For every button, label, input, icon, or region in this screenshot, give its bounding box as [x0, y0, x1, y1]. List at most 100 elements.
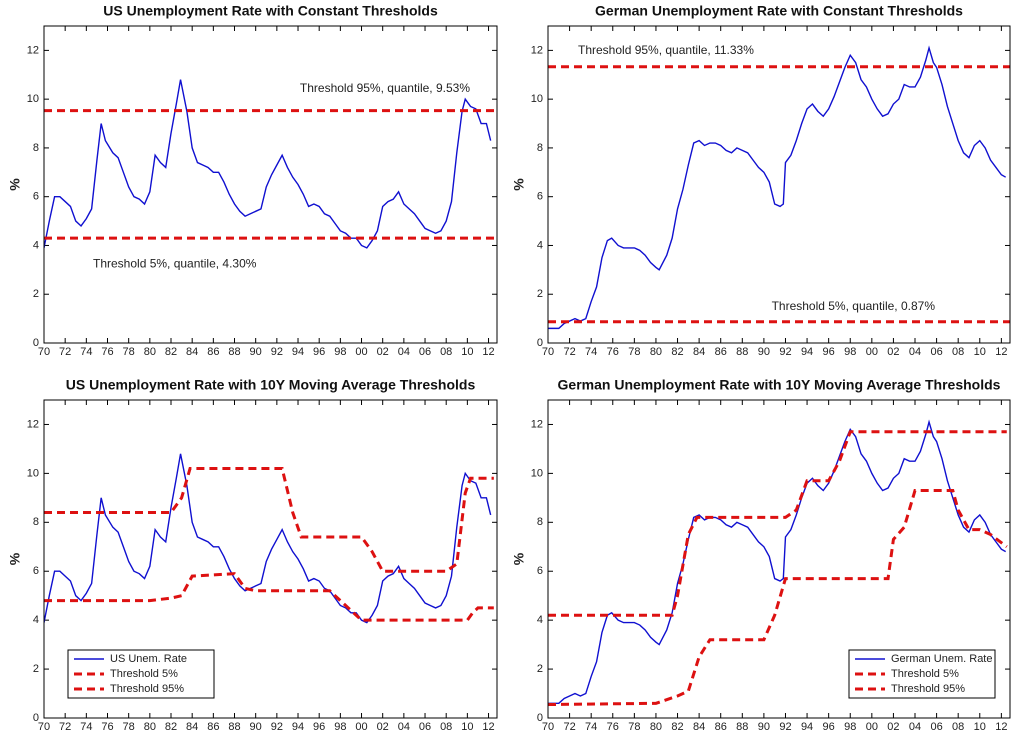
y-tick-label: 6	[537, 565, 543, 577]
y-tick-label: 8	[537, 142, 543, 154]
x-tick-label: 94	[801, 721, 813, 733]
x-tick-label: 02	[887, 346, 899, 358]
y-tick-label: 6	[537, 191, 543, 203]
x-tick-label: 76	[101, 346, 113, 358]
data-line	[548, 430, 1007, 617]
x-tick-label: 04	[909, 721, 921, 733]
x-tick-label: 88	[736, 721, 748, 733]
x-tick-label: 10	[461, 346, 473, 358]
x-tick-label: 78	[123, 346, 135, 358]
y-tick-label: 4	[537, 614, 543, 626]
y-axis-label: %	[511, 552, 527, 565]
y-tick-label: 10	[27, 93, 39, 105]
chart-title: US Unemployment Rate with 10Y Moving Ave…	[66, 377, 476, 393]
x-tick-label: 02	[887, 721, 899, 733]
x-tick-label: 12	[995, 346, 1007, 358]
x-tick-label: 70	[38, 721, 50, 733]
x-tick-label: 88	[736, 346, 748, 358]
x-tick-label: 82	[671, 721, 683, 733]
data-line	[548, 45, 1007, 330]
x-tick-label: 94	[292, 721, 304, 733]
x-tick-label: 12	[995, 721, 1007, 733]
x-tick-label: 76	[607, 721, 619, 733]
y-tick-label: 6	[33, 191, 39, 203]
y-axis-label: %	[7, 552, 23, 565]
x-tick-label: 84	[186, 346, 198, 358]
y-tick-label: 12	[27, 418, 39, 430]
y-tick-label: 2	[33, 663, 39, 675]
x-tick-label: 06	[930, 721, 942, 733]
legend-label: Threshold 5%	[891, 668, 959, 680]
x-tick-label: 92	[271, 346, 283, 358]
y-tick-label: 0	[537, 337, 543, 349]
y-tick-label: 4	[33, 239, 39, 251]
x-tick-label: 72	[563, 721, 575, 733]
y-tick-label: 10	[27, 467, 39, 479]
legend-label: US Unem. Rate	[110, 653, 187, 665]
x-tick-label: 02	[377, 346, 389, 358]
chart-title: German Unemployment Rate with 10Y Moving…	[558, 377, 1001, 393]
x-tick-label: 74	[80, 721, 92, 733]
x-tick-label: 80	[650, 721, 662, 733]
x-tick-label: 08	[952, 346, 964, 358]
x-tick-label: 98	[334, 346, 346, 358]
y-tick-label: 0	[33, 337, 39, 349]
threshold-label: Threshold 5%, quantile, 0.87%	[772, 299, 936, 313]
chart-title: US Unemployment Rate with Constant Thres…	[103, 3, 438, 19]
legend-label: German Unem. Rate	[891, 653, 992, 665]
x-tick-label: 84	[186, 721, 198, 733]
x-tick-label: 78	[123, 721, 135, 733]
plot-frame	[547, 399, 1011, 719]
x-tick-label: 86	[207, 346, 219, 358]
threshold-label: Threshold 95%, quantile, 9.53%	[300, 81, 470, 95]
x-tick-label: 74	[585, 721, 597, 733]
legend-label: Threshold 95%	[110, 683, 184, 695]
x-tick-label: 00	[355, 346, 367, 358]
data-line	[44, 79, 492, 249]
x-tick-label: 72	[59, 346, 71, 358]
x-tick-label: 92	[271, 721, 283, 733]
x-tick-label: 10	[461, 721, 473, 733]
x-tick-label: 10	[974, 346, 986, 358]
x-tick-label: 72	[563, 346, 575, 358]
x-tick-label: 74	[80, 346, 92, 358]
x-tick-label: 98	[844, 721, 856, 733]
y-tick-label: 6	[33, 565, 39, 577]
threshold-label: Threshold 5%, quantile, 4.30%	[93, 256, 257, 270]
y-tick-label: 2	[33, 288, 39, 300]
x-tick-label: 98	[334, 721, 346, 733]
x-tick-label: 86	[715, 346, 727, 358]
x-tick-label: 00	[355, 721, 367, 733]
x-tick-label: 02	[377, 721, 389, 733]
y-tick-label: 12	[27, 44, 39, 56]
x-tick-label: 82	[165, 346, 177, 358]
x-tick-label: 78	[628, 721, 640, 733]
x-tick-label: 70	[542, 346, 554, 358]
y-tick-label: 0	[537, 712, 543, 724]
data-line	[548, 419, 1007, 705]
x-tick-label: 94	[292, 346, 304, 358]
y-tick-label: 2	[537, 288, 543, 300]
y-tick-label: 12	[531, 44, 543, 56]
data-line	[44, 572, 494, 622]
y-tick-label: 10	[531, 93, 543, 105]
x-tick-label: 84	[693, 346, 705, 358]
x-tick-label: 82	[165, 721, 177, 733]
y-tick-label: 8	[33, 516, 39, 528]
x-tick-label: 00	[866, 346, 878, 358]
y-axis-label: %	[511, 178, 527, 191]
x-tick-label: 98	[844, 346, 856, 358]
x-tick-label: 88	[228, 721, 240, 733]
x-tick-label: 94	[801, 346, 813, 358]
x-tick-label: 80	[144, 346, 156, 358]
x-tick-label: 84	[693, 721, 705, 733]
x-tick-label: 96	[823, 721, 835, 733]
x-tick-label: 74	[585, 346, 597, 358]
x-tick-label: 96	[313, 721, 325, 733]
chart-title: German Unemployment Rate with Constant T…	[595, 3, 963, 19]
x-tick-label: 80	[144, 721, 156, 733]
x-tick-label: 00	[866, 721, 878, 733]
x-tick-label: 96	[823, 346, 835, 358]
x-tick-label: 80	[650, 346, 662, 358]
